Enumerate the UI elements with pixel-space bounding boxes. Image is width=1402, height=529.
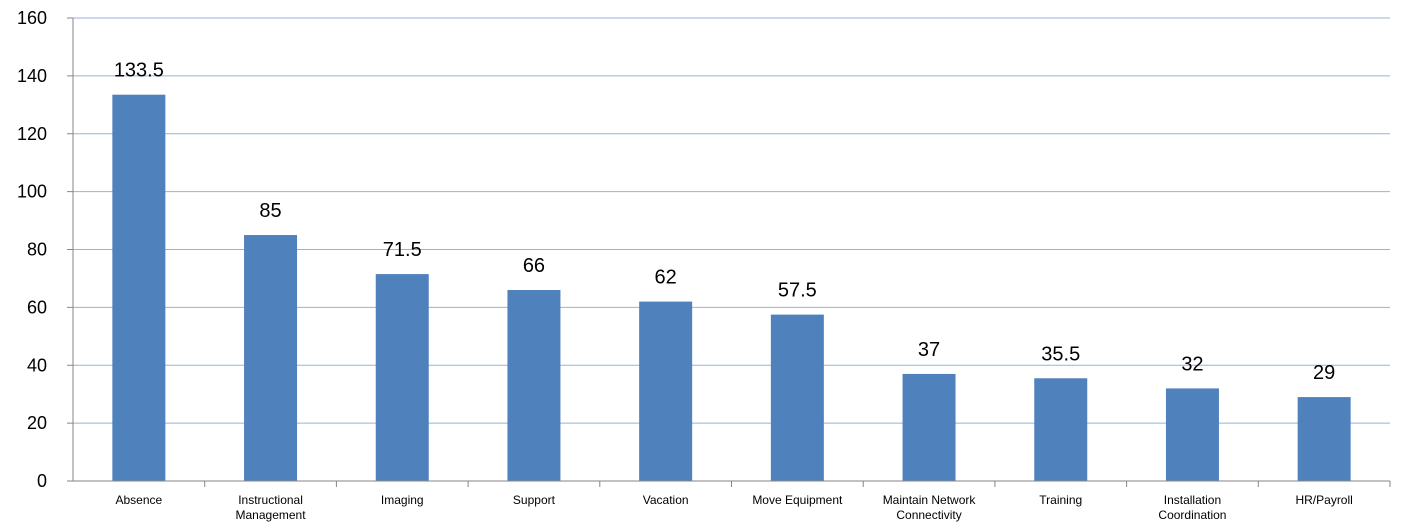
y-tick-label: 80	[27, 240, 47, 260]
x-tick-label: HR/Payroll	[1295, 493, 1352, 507]
x-tick-label: Support	[513, 493, 556, 507]
data-labels: 133.5 85 71.5 66 62 57.5 37 35.5 32 29	[114, 60, 1335, 384]
bar-absence	[112, 94, 166, 481]
axes	[67, 17, 1391, 487]
x-tick-label-line: Coordination	[1158, 508, 1226, 522]
data-label: 57.5	[778, 280, 817, 302]
data-label: 29	[1313, 362, 1335, 384]
data-label: 133.5	[114, 60, 164, 82]
y-tick-label: 140	[17, 66, 47, 86]
y-tick-label: 0	[37, 471, 47, 491]
bar-instructional-management	[244, 235, 298, 481]
y-tick-label: 120	[17, 124, 47, 144]
x-tick-label: Move Equipment	[752, 493, 843, 507]
bars	[112, 94, 1351, 481]
x-tick-label-line: Maintain Network	[883, 493, 977, 507]
x-tick-label-line: Management	[236, 508, 307, 522]
x-tick-label: Maintain Network Connectivity	[883, 493, 977, 522]
bar-maintain-network-connectivity	[902, 373, 956, 481]
data-label: 66	[523, 255, 545, 277]
y-tick-label: 100	[17, 182, 47, 202]
data-label: 37	[918, 339, 940, 361]
y-tick-label: 20	[27, 413, 47, 433]
y-tick-label: 160	[17, 8, 47, 28]
x-axis-tick-labels: Absence Instructional Management Imaging Sup…	[115, 493, 1352, 522]
x-tick-label: Installation Coordination	[1158, 493, 1226, 522]
x-tick-label-line: Imaging	[381, 493, 424, 507]
x-tick-label: Imaging	[381, 493, 424, 507]
data-label: 35.5	[1041, 343, 1080, 365]
x-tick-label-line: Connectivity	[896, 508, 961, 522]
bar-training	[1034, 378, 1088, 481]
x-tick-label-line: Training	[1039, 493, 1082, 507]
x-tick-label-line: Absence	[115, 493, 162, 507]
x-tick-label: Instructional Management	[236, 493, 307, 522]
bar-imaging	[375, 274, 429, 481]
bar-move-equipment	[770, 314, 824, 481]
data-label: 32	[1181, 353, 1203, 375]
x-tick-label-line: Installation	[1164, 493, 1221, 507]
bar-hr-payroll	[1297, 397, 1351, 481]
x-tick-label: Training	[1039, 493, 1082, 507]
x-tick-label: Vacation	[643, 493, 689, 507]
y-tick-label: 60	[27, 297, 47, 317]
x-tick-label-line: Instructional	[238, 493, 303, 507]
x-tick-label-line: Vacation	[643, 493, 689, 507]
x-tick-label: Absence	[115, 493, 162, 507]
y-axis-tick-labels: 0 20 40 60 80 100 120 140 160	[17, 8, 47, 491]
data-label: 85	[259, 200, 281, 222]
x-tick-label-line: Support	[513, 493, 556, 507]
bar-vacation	[639, 301, 693, 481]
data-label: 62	[655, 267, 677, 289]
x-tick-label-line: HR/Payroll	[1295, 493, 1352, 507]
x-tick-label-line: Move Equipment	[752, 493, 843, 507]
y-tick-label: 40	[27, 355, 47, 375]
data-label: 71.5	[383, 239, 422, 261]
bar-support	[507, 290, 561, 481]
bar-installation-coordination	[1165, 388, 1219, 481]
